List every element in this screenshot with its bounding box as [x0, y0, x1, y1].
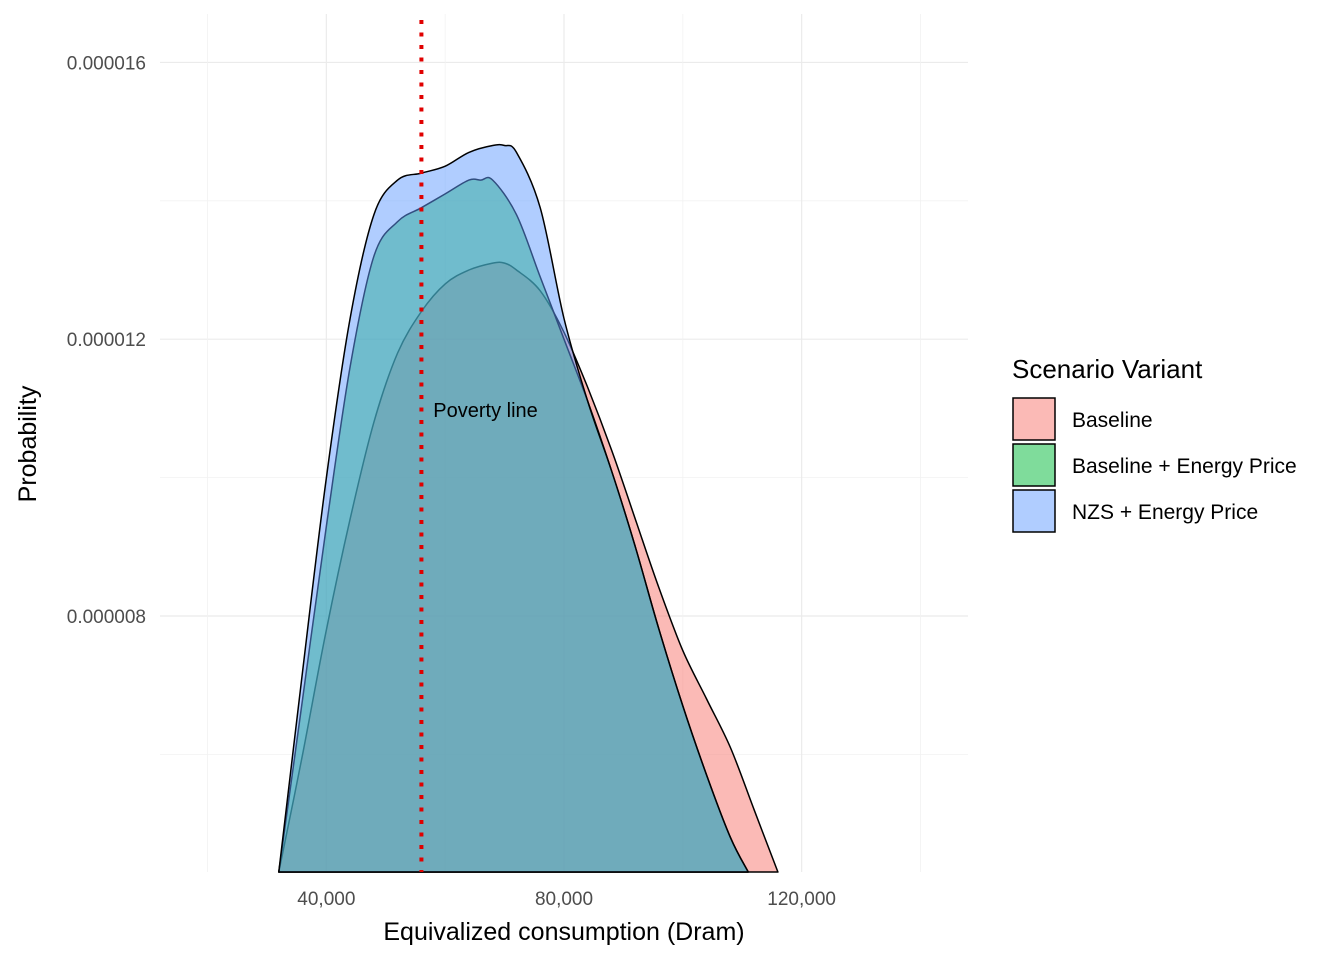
- density-areas: [278, 143, 779, 873]
- x-tick-label: 120,000: [767, 889, 836, 910]
- poverty-line-label: Poverty line: [433, 400, 538, 422]
- legend-swatch: [1012, 397, 1056, 441]
- density-area-nzs-energy-price: [278, 143, 749, 873]
- legend-title: Scenario Variant: [1012, 354, 1203, 384]
- legend-label: NZS + Energy Price: [1072, 501, 1258, 524]
- y-tick-label: 0.000008: [67, 607, 146, 628]
- legend: Scenario Variant Baseline Baseline + Ener…: [1012, 354, 1297, 533]
- legend-swatch: [1012, 443, 1056, 487]
- legend-item: Baseline + Energy Price: [1012, 443, 1297, 487]
- y-axis-title: Probability: [14, 385, 42, 502]
- legend-label: Baseline + Energy Price: [1072, 455, 1297, 478]
- legend-item: Baseline: [1012, 397, 1153, 441]
- x-tick-label: 80,000: [535, 889, 593, 910]
- x-axis-ticks: 40,000 80,000 120,000: [297, 889, 836, 910]
- legend-item: NZS + Energy Price: [1012, 489, 1258, 533]
- x-tick-label: 40,000: [297, 889, 355, 910]
- legend-label: Baseline: [1072, 409, 1153, 432]
- legend-swatch: [1012, 489, 1056, 533]
- y-tick-label: 0.000016: [67, 53, 146, 74]
- y-axis-ticks: 0.000008 0.000012 0.000016: [67, 53, 146, 628]
- x-axis-title: Equivalized consumption (Dram): [383, 918, 744, 946]
- y-tick-label: 0.000012: [67, 330, 146, 351]
